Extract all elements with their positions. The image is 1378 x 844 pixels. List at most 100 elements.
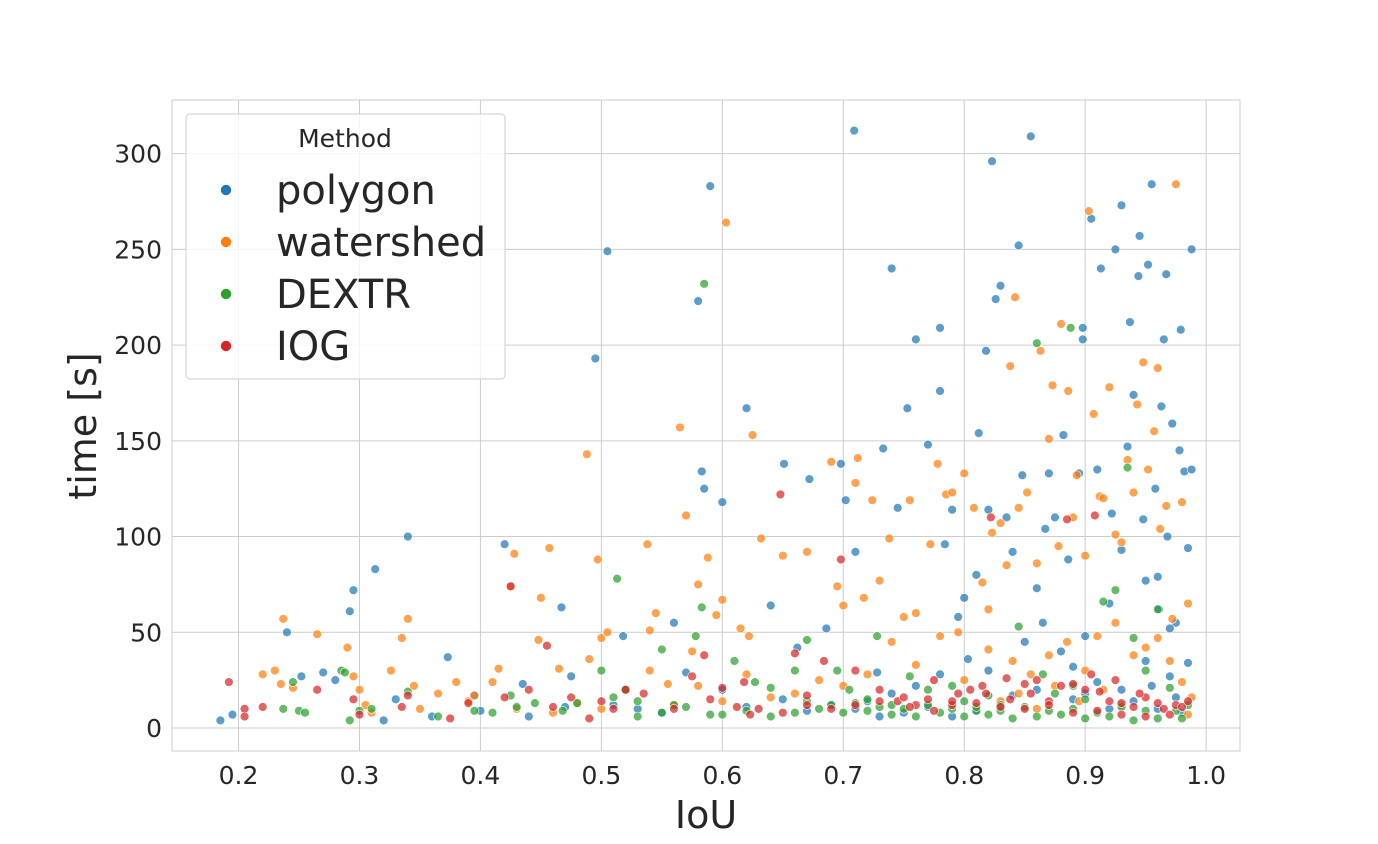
data-point-IOG: [1068, 679, 1078, 689]
data-point-watershed: [911, 660, 921, 670]
data-point-IOG: [929, 675, 939, 685]
data-point-IOG: [977, 681, 988, 691]
data-point-polygon: [1092, 677, 1102, 687]
data-point-polygon: [778, 694, 788, 705]
data-point-polygon: [697, 466, 707, 477]
data-point-polygon: [963, 654, 973, 664]
data-point-DEXTR: [530, 698, 540, 708]
data-point-watershed: [536, 593, 546, 603]
data-point-watershed: [884, 533, 894, 544]
data-point-DEXTR: [557, 706, 568, 716]
data-point-IOG: [620, 685, 631, 695]
data-point-IOG: [1140, 711, 1151, 722]
data-point-DEXTR: [612, 573, 622, 584]
data-point-watershed: [342, 642, 353, 653]
data-point-polygon: [1159, 334, 1169, 345]
data-point-IOG: [499, 692, 510, 703]
data-point-watershed: [642, 539, 653, 549]
data-point-IOG: [1092, 706, 1102, 716]
data-point-watershed: [1153, 363, 1163, 373]
data-point-DEXTR: [608, 692, 619, 703]
data-point-DEXTR: [1128, 633, 1139, 643]
data-point-DEXTR: [872, 631, 882, 641]
data-point-watershed: [278, 614, 288, 624]
data-point-watershed: [276, 679, 286, 689]
y-tick-label: 300: [114, 140, 162, 169]
data-point-IOG: [1134, 688, 1145, 699]
data-point-IOG: [836, 554, 846, 565]
data-point-watershed: [717, 696, 728, 706]
data-point-polygon: [556, 602, 567, 613]
data-point-polygon: [1078, 323, 1088, 333]
data-point-watershed: [493, 663, 504, 674]
data-point-polygon: [990, 294, 1001, 304]
data-point-DEXTR: [632, 711, 643, 722]
data-point-watershed: [744, 631, 754, 641]
data-point-watershed: [582, 449, 592, 459]
data-point-watershed: [1053, 541, 1064, 551]
data-point-watershed: [778, 550, 788, 561]
legend-item-DEXTR: DEXTR: [220, 272, 411, 318]
data-point-polygon: [1020, 637, 1030, 647]
data-point-DEXTR: [1098, 596, 1109, 607]
data-point-IOG: [524, 685, 534, 695]
data-point-DEXTR: [1177, 713, 1187, 724]
data-point-polygon: [911, 334, 921, 345]
data-point-DEXTR: [1140, 665, 1151, 676]
data-point-polygon: [893, 503, 903, 513]
data-point-watershed: [1171, 179, 1181, 189]
data-point-DEXTR: [1128, 715, 1139, 726]
data-point-watershed: [747, 430, 758, 440]
data-point-watershed: [735, 623, 746, 634]
data-point-polygon: [1140, 575, 1151, 586]
data-point-polygon: [940, 539, 950, 549]
data-point-watershed: [947, 487, 957, 498]
data-point-polygon: [1165, 671, 1175, 682]
data-point-DEXTR: [487, 708, 498, 718]
data-point-watershed: [409, 681, 419, 691]
data-point-polygon: [923, 439, 933, 450]
data-point-polygon: [1147, 179, 1157, 189]
data-point-IOG: [397, 702, 407, 712]
data-point-watershed: [983, 644, 994, 655]
data-point-polygon: [1026, 131, 1036, 142]
x-tick-label: 0.6: [702, 761, 742, 790]
data-point-watershed: [721, 217, 731, 228]
data-point-polygon: [1013, 240, 1024, 251]
data-point-watershed: [663, 679, 673, 689]
data-point-IOG: [1001, 673, 1012, 683]
data-point-polygon: [1110, 244, 1121, 255]
y-tick-label: 150: [114, 427, 162, 456]
legend-item-IOG: IOG: [220, 324, 350, 370]
data-point-polygon: [1044, 468, 1054, 479]
data-point-watershed: [312, 629, 322, 639]
data-point-watershed: [433, 688, 443, 699]
data-point-IOG: [790, 648, 800, 659]
data-point-polygon: [1122, 441, 1133, 452]
data-point-IOG: [732, 702, 742, 712]
data-point-IOG: [986, 512, 996, 523]
data-point-IOG: [669, 704, 679, 714]
data-point-polygon: [886, 688, 897, 699]
data-point-watershed: [1001, 560, 1012, 570]
data-point-watershed: [487, 677, 498, 687]
data-point-polygon: [370, 564, 380, 574]
data-point-polygon: [1078, 334, 1088, 345]
data-point-watershed: [270, 665, 280, 676]
data-point-polygon: [499, 539, 510, 549]
data-point-DEXTR: [1038, 669, 1048, 680]
data-point-polygon: [840, 495, 851, 505]
data-point-watershed: [681, 510, 691, 521]
x-tick-label: 1.0: [1186, 761, 1226, 790]
data-point-DEXTR: [814, 704, 824, 714]
data-point-DEXTR: [1080, 694, 1090, 705]
data-point-watershed: [386, 665, 396, 676]
data-point-watershed: [1098, 493, 1109, 503]
data-point-IOG: [445, 713, 455, 724]
data-point-watershed: [1177, 497, 1187, 507]
data-point-DEXTR: [790, 665, 800, 676]
data-point-polygon: [872, 667, 882, 678]
data-point-watershed: [1088, 409, 1099, 419]
data-point-watershed: [838, 600, 848, 611]
